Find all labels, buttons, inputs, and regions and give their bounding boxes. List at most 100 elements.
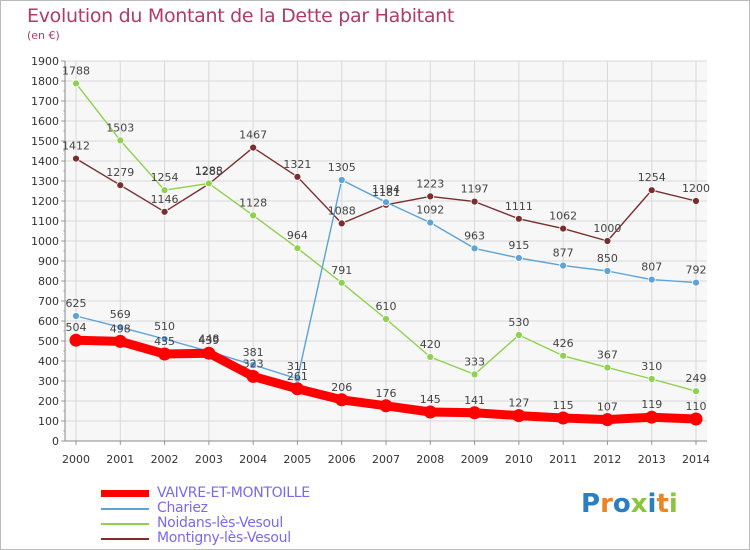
- data-point: [337, 176, 346, 184]
- data-label: 1305: [328, 161, 356, 174]
- data-label: 1467: [239, 129, 267, 142]
- data-label: 420: [420, 338, 441, 351]
- data-label: 115: [553, 399, 574, 412]
- data-label: 1288: [195, 164, 223, 177]
- logo-letter: o: [612, 489, 631, 519]
- data-label: 877: [553, 247, 574, 260]
- legend-label: Montigny-lès-Vesoul: [157, 530, 291, 546]
- data-label: 498: [110, 322, 131, 335]
- y-tick-label: 200: [38, 395, 59, 408]
- legend-swatch: [101, 538, 149, 540]
- data-label: 510: [154, 320, 175, 333]
- data-label: 1321: [283, 158, 311, 171]
- data-point: [72, 154, 80, 163]
- y-tick-label: 100: [38, 415, 59, 428]
- data-label: 1200: [682, 182, 710, 195]
- data-label: 1788: [62, 64, 90, 77]
- data-point: [645, 410, 659, 424]
- data-point: [72, 312, 80, 320]
- y-tick-label: 1400: [31, 155, 59, 168]
- data-point: [116, 136, 125, 145]
- data-label: 206: [331, 381, 352, 394]
- logo-letter: P: [581, 489, 601, 519]
- data-point: [514, 214, 523, 223]
- x-tick-label: 2005: [283, 453, 311, 466]
- logo-letter: r: [600, 489, 613, 519]
- data-point: [470, 244, 479, 253]
- data-point: [337, 278, 346, 287]
- data-label: 610: [376, 300, 397, 313]
- data-point: [423, 405, 437, 419]
- data-point: [512, 409, 526, 423]
- data-point: [160, 335, 169, 343]
- data-point: [113, 334, 127, 348]
- legend-label: VAIVRE-ET-MONTOILLE: [157, 485, 310, 501]
- data-label: 1285: [195, 165, 223, 178]
- x-tick-label: 2006: [328, 453, 356, 466]
- data-point: [337, 219, 346, 228]
- data-point: [470, 370, 479, 379]
- y-tick-label: 1300: [31, 175, 59, 188]
- y-tick-label: 300: [38, 375, 59, 388]
- x-tick-label: 2002: [151, 453, 179, 466]
- y-tick-label: 600: [38, 315, 59, 328]
- y-tick-label: 1600: [31, 115, 59, 128]
- data-label: 1412: [62, 140, 90, 153]
- data-label: 1000: [593, 222, 621, 235]
- data-label: 807: [641, 261, 662, 274]
- data-point: [249, 211, 258, 220]
- data-label: 850: [597, 252, 618, 265]
- data-label: 110: [686, 400, 707, 413]
- data-point: [293, 244, 302, 253]
- x-tick-label: 2009: [461, 453, 489, 466]
- data-label: 530: [508, 316, 529, 329]
- y-tick-label: 1900: [31, 55, 59, 68]
- data-label: 426: [553, 337, 574, 350]
- logo-letter: i: [647, 489, 657, 519]
- logo-letter: x: [630, 489, 648, 519]
- chart-subtitle: (en €): [27, 29, 60, 42]
- data-label: 381: [243, 346, 264, 359]
- data-point: [470, 197, 479, 206]
- logo-letter: t: [656, 489, 669, 519]
- data-label: 1223: [416, 177, 444, 190]
- data-label: 1197: [461, 183, 489, 196]
- x-tick-label: 2011: [549, 453, 577, 466]
- data-point: [647, 275, 656, 284]
- data-label: 439: [198, 334, 219, 347]
- data-point: [692, 387, 700, 396]
- data-label: 1062: [549, 210, 577, 223]
- logo-letter: i: [668, 489, 678, 519]
- data-point: [249, 143, 258, 152]
- data-point: [600, 413, 614, 427]
- legend-swatch: [101, 523, 149, 525]
- data-point: [426, 218, 435, 227]
- data-point: [647, 375, 656, 383]
- x-tick-label: 2013: [638, 453, 666, 466]
- data-point: [559, 261, 568, 270]
- legend-swatch: [101, 508, 149, 510]
- data-point: [382, 198, 390, 207]
- x-tick-label: 2008: [416, 453, 444, 466]
- data-label: 107: [597, 401, 618, 414]
- data-point: [603, 267, 612, 275]
- data-label: 1088: [328, 204, 356, 217]
- data-point: [559, 224, 568, 233]
- data-point: [69, 333, 83, 347]
- chart-title: Evolution du Montant de la Dette par Hab…: [27, 5, 455, 27]
- x-tick-label: 2000: [62, 453, 90, 466]
- data-label: 311: [287, 360, 308, 373]
- y-tick-label: 1200: [31, 195, 59, 208]
- x-tick-label: 2004: [239, 453, 267, 466]
- data-point: [468, 406, 482, 420]
- data-label: 792: [686, 264, 707, 277]
- x-tick-label: 2007: [372, 453, 400, 466]
- y-tick-label: 1100: [31, 215, 59, 228]
- data-label: 964: [287, 229, 308, 242]
- data-point: [692, 278, 700, 287]
- data-point: [647, 186, 656, 195]
- data-point: [335, 393, 349, 407]
- data-point: [116, 181, 125, 190]
- data-point: [293, 172, 302, 181]
